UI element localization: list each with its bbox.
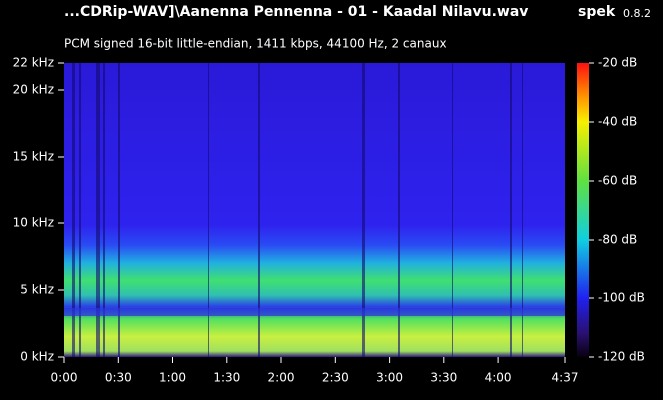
streak xyxy=(208,63,209,357)
time-tick-label: 4:37 xyxy=(552,371,579,385)
file-title: ...CDRip-WAV]\Aanenna Pennenna - 01 - Ka… xyxy=(64,4,528,20)
app-name: spek xyxy=(578,4,616,20)
streak xyxy=(522,63,523,357)
time-tick-label: 1:30 xyxy=(213,371,240,385)
time-tick-label: 0:00 xyxy=(51,371,78,385)
freq-tick-label: 10 kHz xyxy=(13,216,54,230)
time-tick-label: 4:00 xyxy=(485,371,512,385)
axes: 22 kHz 20 kHz 15 kHz 10 kHz 5 kHz 0 kHz 0:00 0:… xyxy=(13,56,645,385)
streak xyxy=(510,63,512,357)
spectrogram-streaks xyxy=(64,63,565,357)
level-tick-label: -40 dB xyxy=(598,115,637,129)
stream-info: PCM signed 16-bit little-endian, 1411 kb… xyxy=(64,37,447,51)
level-tick-label: -80 dB xyxy=(598,233,637,247)
time-tick-label: 2:30 xyxy=(322,371,349,385)
streak xyxy=(118,63,120,357)
time-tick-label: 1:00 xyxy=(159,371,186,385)
freq-tick-label: 20 kHz xyxy=(13,83,54,97)
level-tick-label: -100 dB xyxy=(598,291,645,305)
level-tick-label: -20 dB xyxy=(598,56,637,70)
level-tick-label: -60 dB xyxy=(598,174,637,188)
freq-tick-label: 22 kHz xyxy=(13,56,54,70)
time-tick-label: 0:30 xyxy=(105,371,132,385)
level-colorbar xyxy=(577,63,589,357)
app-version: 0.8.2 xyxy=(623,7,651,20)
streak xyxy=(452,63,453,357)
streak xyxy=(79,63,81,357)
streak xyxy=(258,63,260,357)
time-tick-label: 3:00 xyxy=(376,371,403,385)
streak xyxy=(362,63,365,357)
streak xyxy=(72,63,75,357)
freq-tick-label: 0 kHz xyxy=(20,350,54,364)
time-tick-label: 3:30 xyxy=(430,371,457,385)
low-band xyxy=(64,308,565,316)
streak xyxy=(103,63,105,357)
time-tick-label: 2:00 xyxy=(268,371,295,385)
freq-tick-label: 5 kHz xyxy=(20,283,54,297)
streak xyxy=(96,63,100,357)
freq-tick-label: 15 kHz xyxy=(13,150,54,164)
level-tick-label: -120 dB xyxy=(598,350,645,364)
streak xyxy=(398,63,400,357)
